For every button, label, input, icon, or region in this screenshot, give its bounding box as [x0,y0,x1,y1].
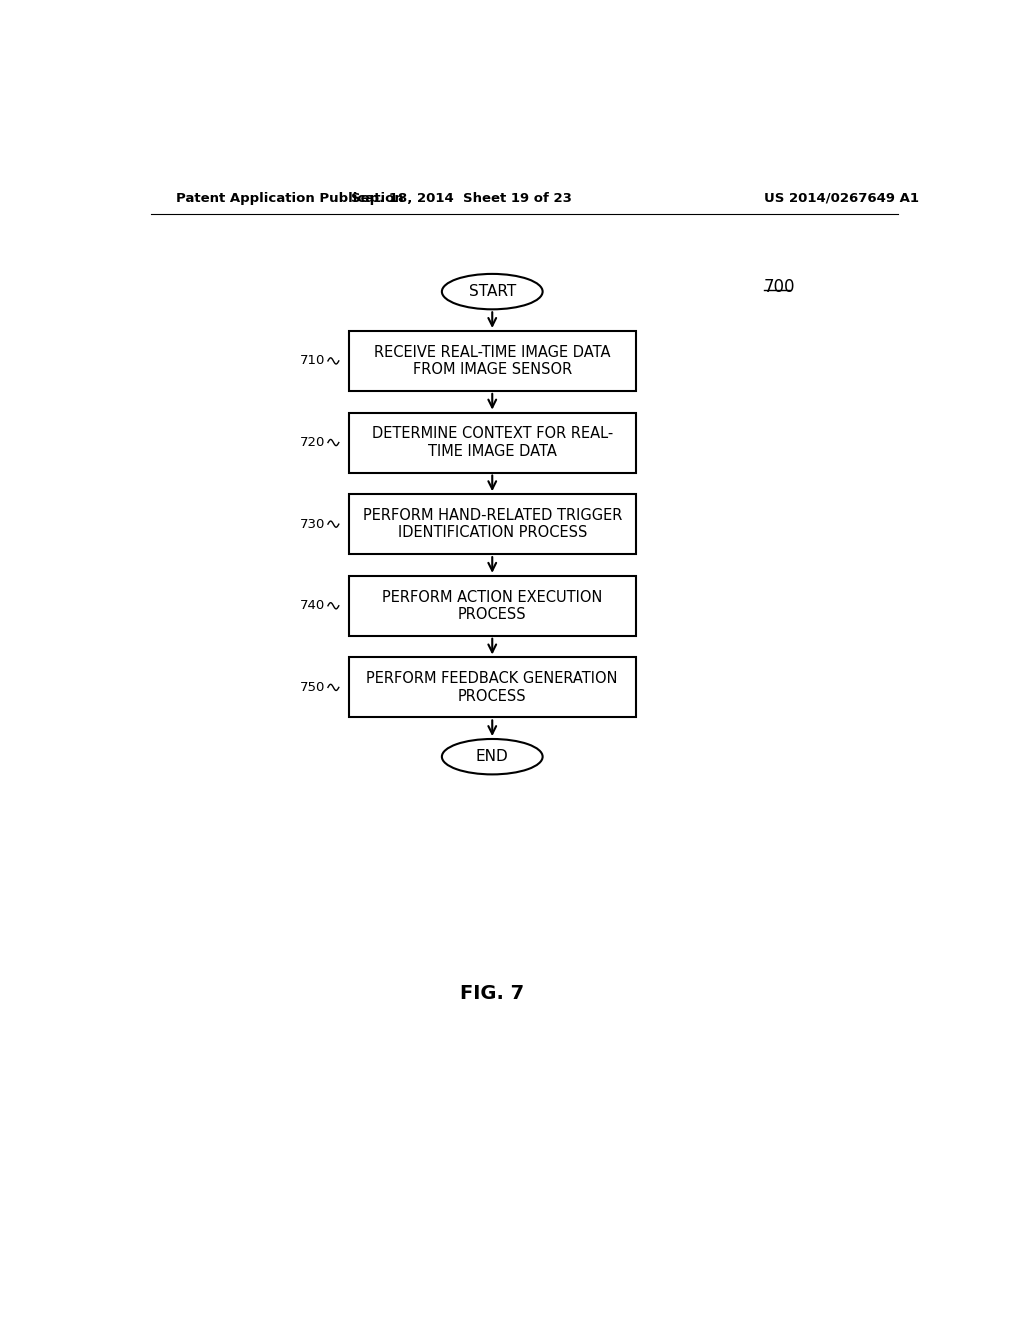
Text: 750: 750 [299,681,325,694]
Text: 710: 710 [299,354,325,367]
FancyBboxPatch shape [349,657,636,718]
Text: PERFORM FEEDBACK GENERATION
PROCESS: PERFORM FEEDBACK GENERATION PROCESS [367,671,618,704]
Text: PERFORM HAND-RELATED TRIGGER
IDENTIFICATION PROCESS: PERFORM HAND-RELATED TRIGGER IDENTIFICAT… [362,508,622,540]
FancyBboxPatch shape [349,331,636,391]
FancyBboxPatch shape [349,494,636,554]
Text: 700: 700 [764,277,795,296]
Text: 740: 740 [300,599,325,612]
Text: Sep. 18, 2014  Sheet 19 of 23: Sep. 18, 2014 Sheet 19 of 23 [351,191,571,205]
Text: FIG. 7: FIG. 7 [460,985,524,1003]
FancyBboxPatch shape [349,576,636,636]
Text: START: START [469,284,516,300]
Text: Patent Application Publication: Patent Application Publication [176,191,403,205]
Text: END: END [476,750,509,764]
Text: 730: 730 [299,517,325,531]
Text: 720: 720 [299,436,325,449]
Ellipse shape [442,739,543,775]
Ellipse shape [442,275,543,309]
Text: RECEIVE REAL-TIME IMAGE DATA
FROM IMAGE SENSOR: RECEIVE REAL-TIME IMAGE DATA FROM IMAGE … [374,345,610,378]
Text: PERFORM ACTION EXECUTION
PROCESS: PERFORM ACTION EXECUTION PROCESS [382,590,602,622]
Text: DETERMINE CONTEXT FOR REAL-
TIME IMAGE DATA: DETERMINE CONTEXT FOR REAL- TIME IMAGE D… [372,426,613,459]
FancyBboxPatch shape [349,412,636,473]
Text: US 2014/0267649 A1: US 2014/0267649 A1 [764,191,919,205]
